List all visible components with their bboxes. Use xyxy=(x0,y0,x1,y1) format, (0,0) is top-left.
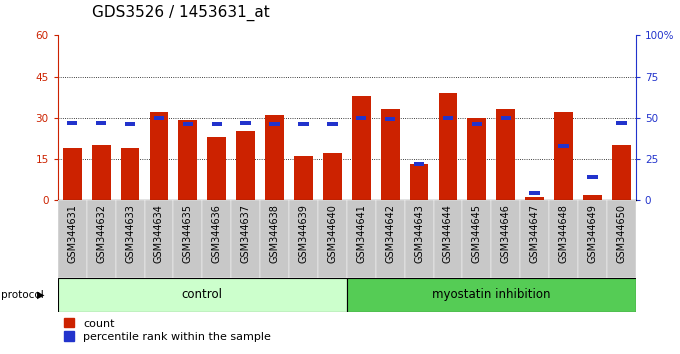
Bar xyxy=(318,200,347,278)
Bar xyxy=(183,122,193,126)
Text: GSM344639: GSM344639 xyxy=(299,204,309,263)
Bar xyxy=(67,121,78,125)
Bar xyxy=(496,109,515,200)
Bar xyxy=(347,200,376,278)
Bar xyxy=(612,145,631,200)
Bar xyxy=(125,122,135,126)
Text: ▶: ▶ xyxy=(37,290,45,300)
Bar xyxy=(588,175,598,179)
Bar xyxy=(87,200,116,278)
Bar xyxy=(323,153,342,200)
Text: GSM344644: GSM344644 xyxy=(443,204,453,263)
Bar xyxy=(443,116,453,120)
Bar xyxy=(472,122,482,126)
Bar xyxy=(58,278,347,312)
Bar xyxy=(178,120,197,200)
Bar xyxy=(356,116,367,120)
Bar xyxy=(409,164,428,200)
Bar xyxy=(520,200,549,278)
Text: GSM344638: GSM344638 xyxy=(269,204,279,263)
Text: GSM344646: GSM344646 xyxy=(500,204,511,263)
Bar xyxy=(299,122,309,126)
Bar xyxy=(265,115,284,200)
Bar xyxy=(549,200,578,278)
Text: GSM344648: GSM344648 xyxy=(558,204,568,263)
Bar xyxy=(405,200,434,278)
Bar xyxy=(154,116,164,120)
Bar xyxy=(583,195,602,200)
Text: GSM344640: GSM344640 xyxy=(327,204,337,263)
Bar xyxy=(607,200,636,278)
Text: GSM344650: GSM344650 xyxy=(616,204,626,263)
Bar xyxy=(327,122,337,126)
Bar xyxy=(116,200,144,278)
Bar xyxy=(203,200,231,278)
Bar xyxy=(434,200,462,278)
Bar xyxy=(439,93,458,200)
Bar xyxy=(554,112,573,200)
Text: GSM344633: GSM344633 xyxy=(125,204,135,263)
Bar xyxy=(294,156,313,200)
Bar xyxy=(414,162,424,166)
Text: GSM344645: GSM344645 xyxy=(472,204,482,263)
Text: control: control xyxy=(182,288,223,301)
Bar xyxy=(462,200,492,278)
Text: GSM344649: GSM344649 xyxy=(588,204,598,263)
Bar xyxy=(211,122,222,126)
Bar xyxy=(173,200,203,278)
Bar xyxy=(347,278,636,312)
Bar xyxy=(467,118,486,200)
Bar xyxy=(63,148,82,200)
Bar xyxy=(578,200,607,278)
Bar xyxy=(58,200,87,278)
Text: GSM344641: GSM344641 xyxy=(356,204,367,263)
Bar xyxy=(207,137,226,200)
Text: GSM344643: GSM344643 xyxy=(414,204,424,263)
Bar xyxy=(492,200,520,278)
Text: GSM344631: GSM344631 xyxy=(67,204,78,263)
Bar xyxy=(120,148,139,200)
Bar xyxy=(92,145,111,200)
Bar xyxy=(558,144,568,148)
Bar xyxy=(616,121,626,125)
Text: GSM344632: GSM344632 xyxy=(96,204,106,263)
Bar xyxy=(144,200,173,278)
Bar xyxy=(150,112,169,200)
Text: protocol: protocol xyxy=(1,290,44,300)
Text: myostatin inhibition: myostatin inhibition xyxy=(432,288,551,301)
Legend: count, percentile rank within the sample: count, percentile rank within the sample xyxy=(63,317,273,343)
Text: GSM344634: GSM344634 xyxy=(154,204,164,263)
Bar xyxy=(376,200,405,278)
Bar xyxy=(381,109,400,200)
Text: GSM344637: GSM344637 xyxy=(241,204,251,263)
Bar xyxy=(241,121,251,125)
Bar xyxy=(260,200,289,278)
Text: GSM344636: GSM344636 xyxy=(211,204,222,263)
Bar xyxy=(289,200,318,278)
Text: GSM344642: GSM344642 xyxy=(385,204,395,263)
Bar xyxy=(269,122,279,126)
Bar xyxy=(231,200,260,278)
Bar xyxy=(352,96,371,200)
Bar xyxy=(385,117,395,121)
Text: GDS3526 / 1453631_at: GDS3526 / 1453631_at xyxy=(92,5,269,21)
Bar xyxy=(530,192,540,195)
Bar xyxy=(236,131,255,200)
Bar xyxy=(500,116,511,120)
Bar xyxy=(525,197,544,200)
Bar xyxy=(96,121,106,125)
Text: GSM344647: GSM344647 xyxy=(530,204,540,263)
Text: GSM344635: GSM344635 xyxy=(183,204,193,263)
